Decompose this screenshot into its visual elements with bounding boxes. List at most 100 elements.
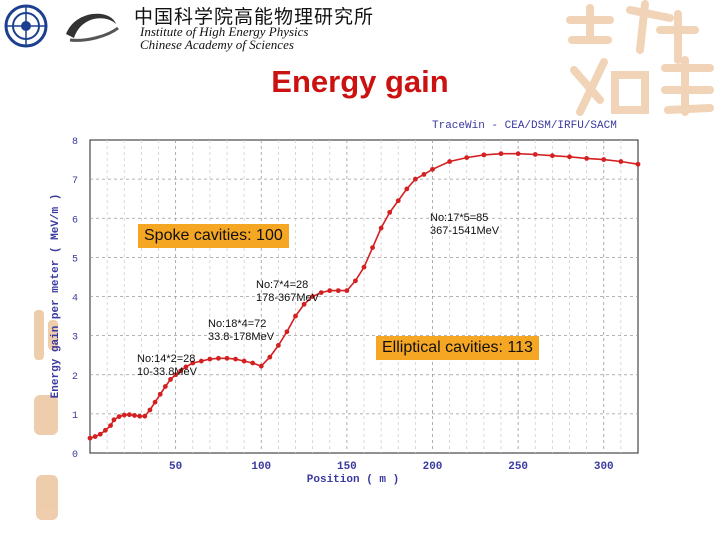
data-point [344, 288, 350, 294]
data-point [142, 413, 148, 419]
tick-labels: 0 1 2 3 4 5 6 7 8 50 100 150 200 250 300 [72, 137, 614, 473]
data-point [498, 151, 504, 157]
y-tick-label: 8 [72, 137, 78, 148]
data-point [335, 288, 341, 294]
calligraphy-decoration [566, 0, 714, 116]
data-point [168, 377, 173, 382]
y-tick-label: 4 [72, 294, 78, 305]
data-point [421, 172, 427, 177]
elliptical-cavities-box: Elliptical cavities: 113 [376, 336, 539, 360]
data-point [250, 360, 256, 366]
x-axis-label: Position ( m ) [307, 474, 399, 486]
academy-name-en: Chinese Academy of Sciences [140, 37, 294, 52]
data-point [378, 225, 384, 231]
annotation-section-3: No:7*4=28 178-367MeV [256, 279, 319, 305]
data-point [515, 151, 521, 157]
data-point [404, 186, 410, 192]
data-point [103, 427, 108, 433]
spoke-cavities-box: Spoke cavities: 100 [138, 224, 289, 248]
data-point [224, 355, 230, 361]
annotation-1-count: No:14*2=28 [137, 353, 196, 365]
data-points [87, 151, 641, 441]
data-point [190, 360, 196, 366]
data-point [267, 354, 273, 360]
data-point [430, 166, 435, 172]
annotation-2-count: No:18*4=72 [208, 318, 267, 330]
y-tick-label: 0 [72, 450, 78, 461]
data-point [258, 363, 264, 369]
data-point [318, 290, 324, 295]
data-point [132, 413, 137, 418]
data-point [370, 245, 375, 250]
annotation-2-range: 33.8-178MeV [208, 331, 275, 343]
grid [90, 140, 638, 453]
data-point [618, 159, 624, 164]
data-point [532, 152, 538, 157]
data-point [567, 154, 572, 160]
data-point [275, 343, 281, 348]
data-point [481, 152, 487, 158]
data-point [310, 294, 316, 299]
annotation-3-range: 178-367MeV [256, 292, 319, 304]
ihep-seal-icon [4, 4, 48, 48]
data-point [183, 364, 189, 370]
data-point [284, 329, 290, 335]
ihep-swirl-logo-icon [66, 13, 119, 42]
slide-title: Energy gain [271, 64, 449, 99]
x-tick-label: 200 [423, 461, 443, 473]
data-point [157, 391, 163, 397]
data-point [152, 399, 158, 405]
data-point [162, 384, 168, 389]
data-point [464, 155, 470, 161]
annotation-section-1: No:14*2=28 10-33.8MeV [137, 353, 197, 379]
y-tick-label: 3 [72, 333, 78, 344]
y-axis-label: Energy gain per meter ( MeV/m ) [50, 194, 62, 399]
data-point [241, 358, 247, 364]
data-point [584, 155, 590, 161]
data-point [601, 157, 607, 162]
data-point [87, 435, 93, 441]
x-tick-label: 250 [508, 461, 528, 473]
data-point [549, 153, 555, 159]
data-point [353, 278, 358, 284]
y-tick-label: 6 [72, 215, 78, 226]
y-tick-label: 2 [72, 372, 78, 383]
x-tick-label: 100 [251, 461, 271, 473]
data-point [173, 372, 179, 378]
y-tick-label: 7 [72, 176, 78, 187]
data-point [395, 198, 401, 204]
data-point [216, 355, 221, 361]
data-point [147, 407, 153, 413]
x-tick-label: 50 [169, 461, 182, 473]
x-tick-label: 150 [337, 461, 357, 473]
annotation-section-4: No:17*5=85 367-1541MeV [430, 212, 499, 238]
annotation-4-range: 367-1541MeV [430, 225, 500, 237]
data-point [327, 288, 333, 294]
x-tick-label: 300 [594, 461, 614, 473]
data-point [293, 313, 298, 319]
data-point [301, 301, 307, 307]
data-point [92, 434, 98, 439]
annotation-1-range: 10-33.8MeV [137, 366, 197, 378]
data-point [635, 161, 641, 167]
data-point [233, 356, 238, 362]
annotation-3-count: No:7*4=28 [256, 279, 309, 291]
annotation-4-count: No:17*5=85 [430, 212, 489, 224]
y-tick-label: 5 [72, 254, 78, 265]
data-point [412, 176, 418, 182]
tracewin-header: TraceWin - CEA/DSM/IRFU/SACM [432, 120, 617, 132]
data-point [126, 412, 132, 418]
vertical-decoration [34, 310, 58, 520]
annotation-section-2: No:18*4=72 33.8-178MeV [208, 318, 274, 344]
data-point [116, 414, 122, 420]
data-point [121, 412, 127, 418]
data-point [97, 431, 103, 437]
institute-name-en: Institute of High Energy Physics [140, 24, 309, 39]
data-point [207, 356, 213, 362]
data-point [387, 209, 393, 215]
institute-name-cn: 中国科学院高能物理研究所 [134, 6, 375, 28]
data-point [361, 264, 367, 270]
energy-gain-chart: 0 1 2 3 4 5 6 7 8 50 100 150 200 250 300 Position ( m … [50, 137, 641, 486]
data-point [108, 423, 113, 429]
data-point [447, 159, 453, 164]
